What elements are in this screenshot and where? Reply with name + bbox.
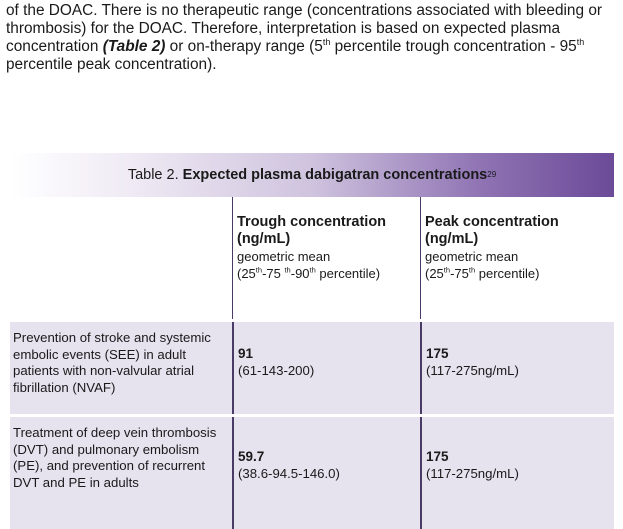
- caption-prefix: Table 2.: [127, 167, 179, 183]
- column-percentile: (25th-75th percentile): [425, 265, 540, 281]
- intro-paragraph: of the DOAC. There is no therapeutic ran…: [6, 2, 618, 74]
- column-title: Trough concentration (ng/mL): [237, 214, 387, 247]
- column-header-row: Trough concentration (ng/mL) geometric m…: [10, 197, 614, 319]
- indication-cell: Prevention of stroke and systemic emboli…: [13, 330, 211, 395]
- trough-value: 91: [238, 346, 254, 361]
- column-title: Peak concentration (ng/mL): [425, 214, 559, 247]
- trough-range: (61-143-200): [238, 363, 315, 378]
- table-row: Treatment of deep vein thrombosis (DVT) …: [10, 417, 614, 529]
- table-caption: Table 2. Expected plasma dabigatran conc…: [10, 153, 614, 197]
- paragraph-text: of the DOAC. There is no therapeutic ran…: [6, 2, 603, 55]
- peak-value: 175: [426, 346, 449, 361]
- peak-value: 175: [426, 449, 449, 464]
- superscript: th: [322, 36, 331, 47]
- trough-value: 59.7: [238, 449, 265, 464]
- dabigatran-concentration-table: Table 2. Expected plasma dabigatran conc…: [10, 153, 614, 529]
- empty-header-cell: [10, 197, 232, 319]
- column-subtitle: geometric mean: [425, 249, 519, 264]
- peak-range: (117-275ng/mL): [426, 363, 519, 378]
- superscript: th: [576, 36, 585, 47]
- column-subtitle: geometric mean: [237, 249, 331, 264]
- peak-column-header: Peak concentration (ng/mL) geometric mea…: [420, 197, 614, 319]
- peak-cell: 175 (117-275ng/mL): [420, 322, 614, 414]
- peak-range: (117-275ng/mL): [426, 466, 519, 481]
- trough-cell: 59.7 (38.6-94.5-146.0): [232, 417, 420, 529]
- indication-cell: Treatment of deep vein thrombosis (DVT) …: [13, 425, 217, 490]
- trough-cell: 91 (61-143-200): [232, 322, 420, 414]
- paragraph-text: or on-therapy range (5: [165, 38, 323, 55]
- trough-column-header: Trough concentration (ng/mL) geometric m…: [232, 197, 420, 319]
- table-reference: (Table 2): [102, 38, 166, 55]
- paragraph-text: percentile trough concentration - 95: [330, 38, 577, 55]
- caption-title: Expected plasma dabigatran concentration…: [182, 167, 488, 183]
- peak-cell: 175 (117-275ng/mL): [420, 417, 614, 529]
- trough-range: (38.6-94.5-146.0): [238, 466, 340, 481]
- column-percentile: (25th-75 th-90th percentile): [237, 265, 381, 281]
- paragraph-text: percentile peak concentration).: [6, 56, 217, 73]
- table-row: Prevention of stroke and systemic emboli…: [10, 322, 614, 414]
